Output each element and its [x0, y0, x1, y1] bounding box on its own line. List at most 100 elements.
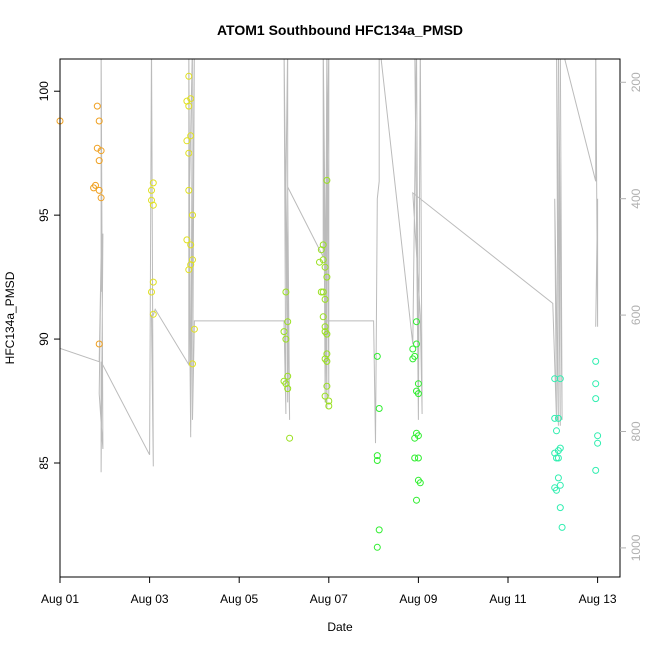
data-point	[149, 310, 157, 318]
x-tick-label: Aug 09	[399, 592, 437, 606]
data-point	[149, 179, 157, 187]
data-point	[148, 186, 155, 194]
data-point	[325, 402, 333, 410]
data-point	[95, 117, 103, 125]
data-point	[187, 241, 195, 249]
data-point	[282, 335, 290, 343]
data-point	[554, 474, 562, 482]
data-point	[554, 454, 562, 462]
data-point	[183, 137, 191, 145]
data-point	[409, 355, 417, 363]
data-point	[375, 526, 383, 534]
data-point	[319, 313, 327, 321]
data-point	[373, 352, 381, 360]
data-point	[149, 278, 157, 286]
x-tick-label: Aug 01	[41, 592, 79, 606]
data-point	[594, 439, 602, 447]
x-axis-label: Date	[327, 620, 353, 634]
data-point	[553, 427, 560, 435]
data-point	[556, 504, 564, 512]
data-point	[95, 340, 103, 348]
y-axis-right: 200 400 600 800 1000	[620, 72, 643, 561]
data-point	[190, 325, 198, 333]
data-point	[189, 256, 196, 264]
data-point	[373, 452, 381, 460]
data-point	[414, 380, 422, 388]
data-point	[323, 273, 331, 281]
data-point	[284, 372, 292, 380]
y-axis-left: 85 90 95 100	[37, 81, 60, 470]
y-tick-label: 90	[37, 332, 51, 346]
data-point	[183, 236, 191, 244]
data-point	[321, 323, 329, 331]
x-tick-label: Aug 07	[310, 592, 348, 606]
data-point	[187, 132, 195, 140]
data-point	[325, 397, 333, 405]
y2-tick-label: 400	[629, 188, 643, 208]
data-point	[280, 328, 288, 336]
data-point	[409, 345, 417, 353]
x-axis: Aug 01 Aug 03 Aug 05 Aug 07 Aug 09 Aug 11 Aug …	[41, 577, 617, 606]
data-point	[551, 414, 559, 422]
secondary-series-line	[60, 59, 599, 473]
data-point	[323, 176, 331, 184]
data-point	[319, 256, 327, 264]
data-point	[284, 318, 292, 326]
data-point	[148, 196, 155, 204]
data-point	[316, 258, 323, 266]
x-tick-label: Aug 11	[489, 592, 526, 606]
data-point	[592, 395, 600, 403]
data-point	[554, 414, 562, 422]
data-point	[592, 380, 600, 388]
data-point	[93, 102, 101, 110]
data-point	[375, 405, 383, 412]
data-point	[411, 454, 419, 462]
data-point	[321, 392, 329, 400]
data-point	[97, 147, 105, 155]
data-point	[321, 295, 329, 303]
data-point	[284, 385, 292, 393]
data-point	[413, 496, 420, 504]
data-point	[323, 330, 331, 338]
data-point	[556, 375, 564, 383]
y-tick-label: 100	[37, 81, 51, 101]
data-point	[413, 340, 420, 348]
data-point	[97, 194, 105, 202]
data-point	[594, 432, 602, 440]
y2-tick-label: 800	[629, 421, 643, 441]
data-point	[185, 102, 193, 110]
data-point	[149, 201, 157, 209]
data-point	[95, 186, 103, 194]
data-point	[553, 486, 560, 494]
data-point	[185, 72, 193, 80]
data-point	[90, 184, 98, 192]
data-point	[317, 288, 325, 296]
x-tick-label: Aug 13	[579, 592, 617, 606]
data-point	[558, 523, 566, 531]
points-layer	[56, 72, 602, 551]
data-point	[189, 360, 196, 368]
x-tick-label: Aug 03	[131, 592, 169, 606]
data-point	[189, 211, 196, 219]
y2-tick-label: 600	[629, 305, 643, 325]
data-point	[373, 457, 381, 464]
data-point	[282, 380, 290, 388]
y2-tick-label: 200	[629, 72, 643, 92]
data-point	[323, 382, 331, 390]
data-point	[282, 288, 290, 296]
data-point	[321, 263, 329, 271]
data-point	[185, 266, 193, 274]
data-point	[413, 318, 420, 326]
data-point	[414, 454, 422, 462]
plot-frame	[59, 58, 621, 578]
data-point	[286, 434, 294, 442]
data-point	[551, 449, 559, 457]
data-point	[187, 95, 195, 103]
secondary-line-layer	[60, 59, 599, 473]
x-tick-label: Aug 05	[220, 592, 258, 606]
y-axis-label: HFC134a_PMSD	[3, 271, 17, 364]
data-point	[592, 466, 600, 474]
data-point	[185, 186, 193, 194]
data-point	[411, 434, 419, 442]
